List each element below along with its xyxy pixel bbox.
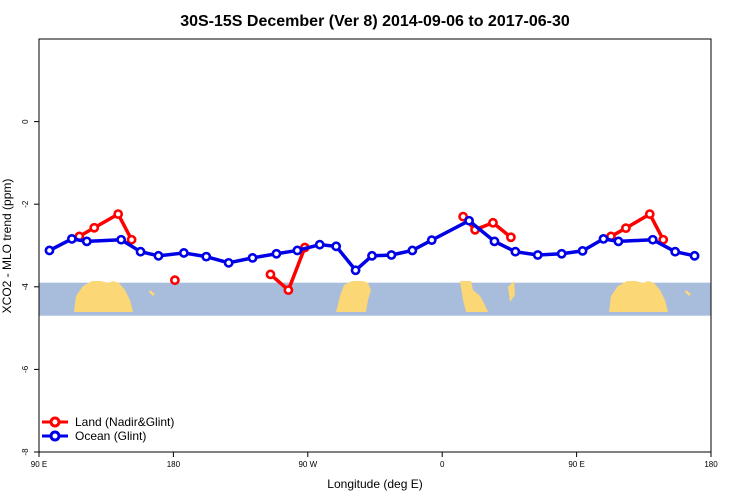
legend-label-land: Land (Nadir&Glint) xyxy=(75,415,174,429)
data-point xyxy=(489,236,500,247)
data-point xyxy=(247,252,258,263)
data-point xyxy=(350,265,361,276)
data-point xyxy=(620,223,631,234)
data-point xyxy=(116,234,127,245)
data-point xyxy=(265,269,276,280)
data-point xyxy=(488,217,498,228)
data-point xyxy=(556,248,567,259)
data-point xyxy=(271,248,282,259)
data-point xyxy=(532,250,543,260)
data-point xyxy=(178,248,189,258)
data-point xyxy=(598,233,609,244)
data-point xyxy=(658,234,669,245)
data-point xyxy=(169,275,180,286)
data-point xyxy=(89,222,100,233)
x-axis-label: Longitude (deg E) xyxy=(327,477,422,491)
x-tick-label: 90 W xyxy=(298,460,317,469)
x-tick-label: 180 xyxy=(704,460,718,469)
x-tick-label: 180 xyxy=(167,460,181,469)
data-point xyxy=(223,257,234,268)
y-tick-label: -2 xyxy=(21,200,30,208)
south-america-landmass xyxy=(336,281,371,312)
data-point xyxy=(331,241,342,252)
series-line xyxy=(78,212,134,241)
chart-title: 30S-15S December (Ver 8) 2014-09-06 to 2… xyxy=(180,13,570,30)
legend-marker-ocean xyxy=(49,430,61,442)
x-tick-label: 0 xyxy=(440,460,445,469)
data-point xyxy=(292,245,303,256)
data-point xyxy=(113,209,124,220)
data-point xyxy=(367,250,377,261)
ocean-band xyxy=(39,282,711,316)
new-caledonia-island-repeat xyxy=(685,290,691,296)
y-tick-label: 0 xyxy=(21,119,30,124)
legend-label-ocean: Ocean (Glint) xyxy=(75,429,146,443)
data-point xyxy=(510,246,521,257)
madagascar-island xyxy=(508,281,515,302)
series-line xyxy=(48,218,695,273)
africa-landmass xyxy=(460,281,488,312)
data-point xyxy=(153,250,164,261)
data-point xyxy=(689,250,700,261)
world-map-band xyxy=(39,281,711,316)
x-axis: 90 E 180 90 W 0 90 E 180 xyxy=(31,452,718,469)
series-1 xyxy=(44,215,700,276)
x-tick-label: 90 E xyxy=(568,460,584,469)
y-axis: 0 -2 -4 -6 -8 xyxy=(21,119,39,456)
y-tick-label: -8 xyxy=(21,448,30,456)
data-point xyxy=(283,285,294,296)
y-tick-label: -6 xyxy=(21,365,30,373)
y-tick-label: -4 xyxy=(21,283,30,291)
australia-landmass-repeat xyxy=(609,281,668,312)
data-point xyxy=(81,236,92,247)
australia-landmass xyxy=(74,281,133,312)
plot-frame xyxy=(38,38,712,453)
new-caledonia-island xyxy=(149,290,155,296)
legend: Land (Nadir&Glint) Ocean (Glint) xyxy=(42,415,174,443)
data-point xyxy=(505,232,516,243)
data-point xyxy=(44,245,55,256)
legend-marker-land xyxy=(49,416,61,428)
data-point xyxy=(66,233,77,244)
data-point xyxy=(126,234,137,245)
data-point xyxy=(386,250,397,260)
x-tick-label: 90 E xyxy=(31,460,47,469)
series-line xyxy=(610,212,665,241)
data-point xyxy=(613,236,624,247)
series-layer xyxy=(44,209,700,296)
data-point xyxy=(644,209,655,220)
data-point xyxy=(464,215,474,226)
data-point xyxy=(647,234,658,245)
data-point xyxy=(577,245,588,256)
data-point xyxy=(426,235,437,246)
y-axis-label: XCO2 - MLO trend (ppm) xyxy=(0,179,14,314)
data-point xyxy=(201,251,212,262)
data-point xyxy=(314,239,325,250)
data-point xyxy=(135,246,146,257)
data-point xyxy=(407,245,418,256)
data-point xyxy=(670,246,681,257)
